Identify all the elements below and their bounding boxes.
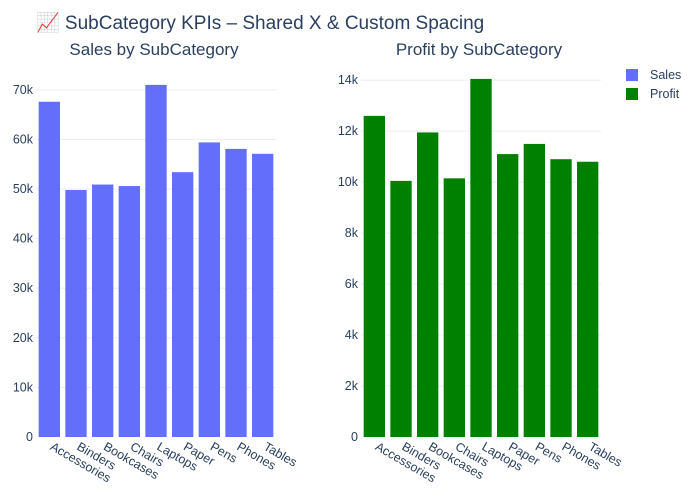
bar-sales-tables[interactable]	[252, 153, 274, 437]
profit-subplot: 02k4k6k8k10k12k14kAccessoriesBindersBook…	[338, 73, 625, 485]
bar-profit-laptops[interactable]	[470, 78, 492, 437]
legend-label-sales: Sales	[650, 68, 681, 82]
bar-sales-pens[interactable]	[198, 142, 220, 437]
bar-profit-binders[interactable]	[390, 180, 412, 438]
y-tick-label: 10k	[13, 380, 34, 394]
bar-profit-bookcases[interactable]	[417, 132, 439, 437]
y-tick-label: 40k	[13, 232, 34, 246]
y-tick-label: 0	[351, 430, 358, 444]
bar-profit-phones[interactable]	[550, 159, 572, 437]
y-tick-label: 30k	[13, 281, 34, 295]
legend[interactable]: Sales Profit	[626, 68, 681, 101]
bar-profit-paper[interactable]	[497, 154, 519, 437]
y-tick-label: 50k	[13, 182, 34, 196]
sales-subplot: 010k20k30k40k50k60k70kAccessoriesBinders…	[13, 83, 300, 485]
bar-sales-bookcases[interactable]	[92, 184, 114, 437]
legend-label-profit: Profit	[650, 87, 680, 101]
y-tick-label: 70k	[13, 83, 34, 97]
figure-title: 📈 SubCategory KPIs – Shared X & Custom S…	[36, 11, 484, 34]
y-tick-label: 6k	[345, 277, 359, 291]
bar-profit-tables[interactable]	[577, 161, 599, 437]
y-tick-label: 12k	[338, 124, 359, 138]
legend-item-sales[interactable]: Sales	[626, 68, 681, 82]
y-tick-label: 8k	[345, 226, 359, 240]
bar-profit-accessories[interactable]	[363, 115, 385, 437]
y-tick-label: 60k	[13, 132, 34, 146]
y-tick-label: 20k	[13, 331, 34, 345]
subplot-title-profit: Profit by SubCategory	[396, 40, 563, 59]
bar-sales-binders[interactable]	[65, 190, 87, 437]
legend-item-profit[interactable]: Profit	[626, 87, 680, 101]
y-tick-label: 0	[26, 430, 33, 444]
bar-sales-phones[interactable]	[225, 148, 247, 437]
y-tick-label: 2k	[345, 379, 359, 393]
subplot-title-sales: Sales by SubCategory	[69, 40, 239, 59]
bar-profit-pens[interactable]	[523, 143, 545, 437]
bar-sales-accessories[interactable]	[38, 101, 60, 437]
bar-sales-chairs[interactable]	[118, 186, 140, 437]
bar-sales-laptops[interactable]	[145, 84, 167, 437]
bar-profit-chairs[interactable]	[443, 178, 465, 437]
y-tick-label: 10k	[338, 175, 359, 189]
y-tick-label: 4k	[345, 328, 359, 342]
y-tick-label: 14k	[338, 73, 359, 87]
legend-swatch-sales	[626, 69, 638, 81]
legend-swatch-profit	[626, 88, 638, 100]
bar-sales-paper[interactable]	[172, 172, 194, 438]
